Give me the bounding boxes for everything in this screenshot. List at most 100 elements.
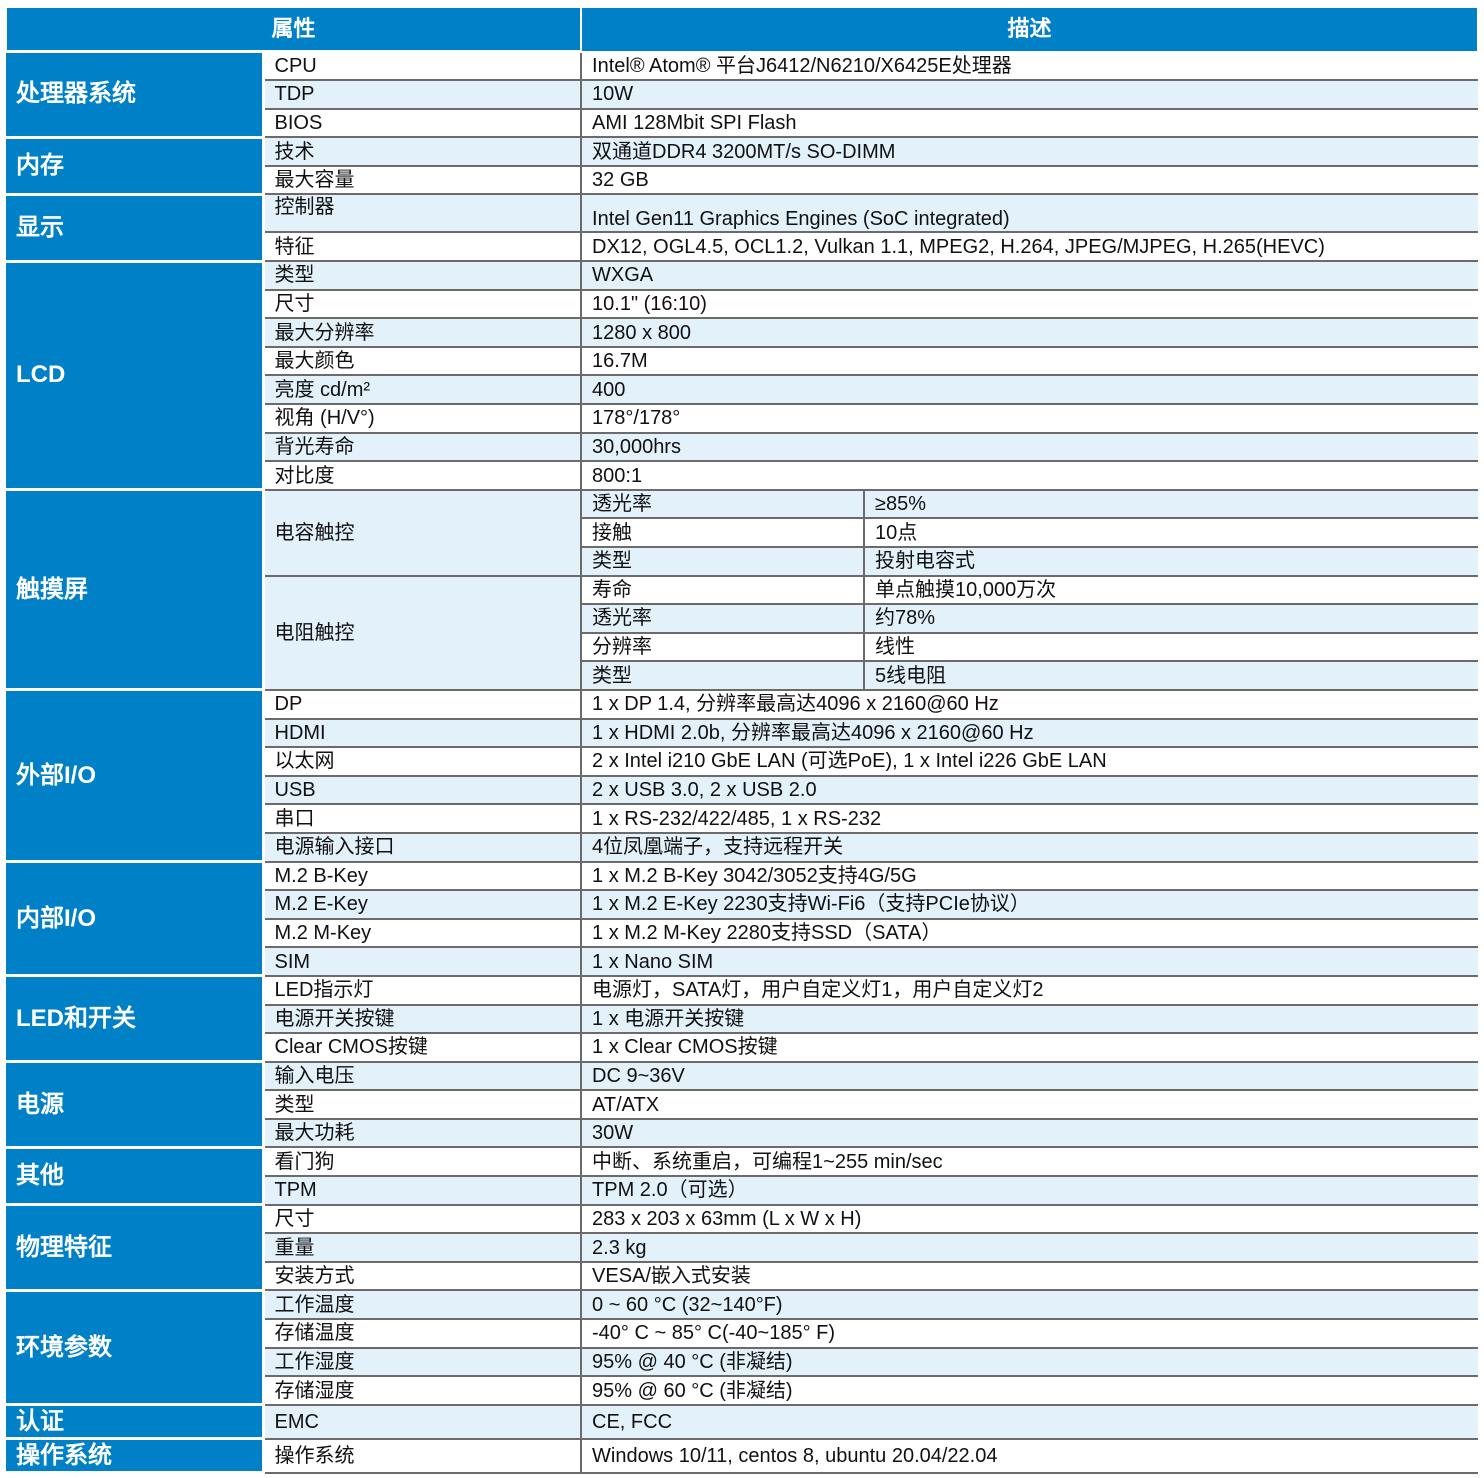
attribute-cell: DP: [261, 688, 583, 720]
category-cell: LED和开关: [6, 974, 265, 1064]
table-row: Clear CMOS按键 1 x Clear CMOS按键: [6, 1032, 1478, 1063]
table-row: 接触 10点: [6, 517, 1478, 548]
description-cell: 1 x Clear CMOS按键: [580, 1032, 1478, 1063]
attribute-cell: 存储湿度: [261, 1375, 583, 1406]
attribute-cell: 尺寸: [261, 1203, 583, 1235]
attribute-cell: 串口: [261, 803, 583, 834]
sub-attribute-cell: 透光率: [580, 603, 866, 634]
spec-table: 属性 描述 处理器系统 CPU Intel® Atom® 平台J6412/N6210…: [4, 8, 1479, 1475]
description-cell: TPM 2.0（可选）: [580, 1175, 1478, 1206]
sub-attribute-cell: 寿命: [580, 574, 866, 606]
attribute-cell: 最大容量: [261, 164, 583, 196]
category-cell: 显示: [6, 192, 265, 263]
description-cell: 30,000hrs: [580, 431, 1478, 463]
attribute-cell: 最大分辨率: [261, 317, 583, 348]
table-row: 电源输入接口 4位凤凰端子，支持远程开关: [6, 831, 1478, 863]
table-row: TPM TPM 2.0（可选）: [6, 1175, 1478, 1206]
description-cell: 32 GB: [580, 164, 1478, 196]
category-cell: 操作系统: [6, 1437, 265, 1475]
description-cell: DX12, OGL4.5, OCL1.2, Vulkan 1.1, MPEG2,…: [580, 231, 1478, 263]
description-cell: 电源灯，SATA灯，用户自定义灯1，用户自定义灯2: [580, 974, 1478, 1006]
attribute-cell: USB: [261, 774, 583, 806]
attribute-cell: HDMI: [261, 717, 583, 749]
description-cell: 1 x M.2 M-Key 2280支持SSD（SATA）: [580, 917, 1478, 949]
category-cell: 环境参数: [6, 1288, 265, 1407]
description-cell: 双通道DDR4 3200MT/s SO-DIMM: [580, 136, 1478, 167]
sub-value-cell: ≥85%: [863, 488, 1478, 520]
description-cell: 1 x DP 1.4, 分辨率最高达4096 x 2160@60 Hz: [580, 688, 1478, 720]
description-cell: AMI 128Mbit SPI Flash: [580, 107, 1478, 139]
table-row: 安装方式 VESA/嵌入式安装: [6, 1260, 1478, 1292]
attribute-cell: BIOS: [261, 107, 583, 139]
attribute-cell: 存储温度: [261, 1318, 583, 1349]
description-cell: 10.1" (16:10): [580, 288, 1478, 320]
description-cell: 178°/178°: [580, 403, 1478, 434]
attribute-cell: LED指示灯: [261, 974, 583, 1006]
attribute-cell: CPU: [261, 50, 583, 82]
table-row: 重量 2.3 kg: [6, 1232, 1478, 1263]
sub-attribute-cell: 透光率: [580, 488, 866, 520]
description-cell: 2 x USB 3.0, 2 x USB 2.0: [580, 774, 1478, 806]
category-cell: 外部I/O: [6, 688, 265, 864]
table-row: 显示 控制器 Intel Gen11 Graphics Engines (SoC i…: [6, 192, 1478, 263]
attribute-cell: TDP: [261, 79, 583, 110]
description-cell: Windows 10/11, centos 8, ubuntu 20.04/22…: [580, 1437, 1478, 1474]
table-row: TDP 10W: [6, 79, 1478, 110]
description-cell: 800:1: [580, 460, 1478, 491]
attribute-cell: 以太网: [261, 746, 583, 777]
table-row: SIM 1 x Nano SIM: [6, 946, 1478, 977]
category-cell: 电源: [6, 1060, 265, 1149]
table-row: 最大功耗 30W: [6, 1117, 1478, 1149]
table-row: 内部I/O M.2 B-Key 1 x M.2 B-Key 3042/3052支持4…: [6, 860, 1478, 978]
attribute-cell: 视角 (H/V°): [261, 403, 583, 434]
sub-value-cell: 约78%: [863, 603, 1478, 634]
sub-value-cell: 单点触摸10,000万次: [863, 574, 1478, 606]
description-cell: 1280 x 800: [580, 317, 1478, 348]
attribute-cell: 类型: [261, 1089, 583, 1120]
attribute-cell: 对比度: [261, 460, 583, 491]
attribute-cell: 控制器: [261, 193, 583, 234]
table-row: USB 2 x USB 3.0, 2 x USB 2.0: [6, 774, 1478, 806]
table-row: HDMI 1 x HDMI 2.0b, 分辨率最高达4096 x 2160@60 …: [6, 717, 1478, 749]
description-cell: 0 ~ 60 °C (32~140°F): [580, 1289, 1478, 1321]
description-cell: 2 x Intel i210 GbE LAN (可选PoE), 1 x Inte…: [580, 746, 1478, 777]
table-row: 存储湿度 95% @ 60 °C (非凝结): [6, 1375, 1478, 1406]
table-row: LED和开关 LED指示灯 电源灯，SATA灯，用户自定义灯1，用户自定义灯2: [6, 974, 1478, 1064]
table-row: 处理器系统 CPU Intel® Atom® 平台J6412/N6210/X6425…: [6, 50, 1478, 139]
attribute-cell: 操作系统: [261, 1437, 583, 1474]
attribute-cell: 最大功耗: [261, 1117, 583, 1149]
attribute-cell: 背光寿命: [261, 431, 583, 463]
attribute-cell: M.2 M-Key: [261, 917, 583, 949]
attribute-cell: SIM: [261, 946, 583, 977]
attribute-cell: 特征: [261, 231, 583, 263]
table-row: 电源 输入电压 DC 9~36V: [6, 1060, 1478, 1149]
table-body: 处理器系统 CPU Intel® Atom® 平台J6412/N6210/X6425…: [6, 50, 1478, 1475]
table-header: 属性 描述: [4, 8, 1479, 53]
description-cell: 中断、系统重启，可编程1~255 min/sec: [580, 1146, 1478, 1178]
description-cell: Intel® Atom® 平台J6412/N6210/X6425E处理器: [580, 50, 1478, 82]
table-row: BIOS AMI 128Mbit SPI Flash: [6, 107, 1478, 139]
table-row: 认证 EMC CE, FCC: [6, 1403, 1478, 1441]
touch-type-cell: 电容触控: [261, 488, 583, 577]
category-cell: LCD: [6, 259, 265, 492]
attribute-cell: EMC: [261, 1403, 583, 1440]
description-cell: -40° C ~ 85° C(-40~185° F): [580, 1318, 1478, 1349]
sub-value-cell: 5线电阻: [863, 660, 1478, 691]
table-row: 以太网 2 x Intel i210 GbE LAN (可选PoE), 1 x I…: [6, 746, 1478, 777]
table-row: 对比度 800:1: [6, 460, 1478, 491]
table-row: 特征 DX12, OGL4.5, OCL1.2, Vulkan 1.1, MPEG…: [6, 231, 1478, 263]
description-cell: Intel Gen11 Graphics Engines (SoC integr…: [580, 193, 1478, 234]
table-row: 透光率 约78%: [6, 603, 1478, 634]
description-cell: 95% @ 60 °C (非凝结): [580, 1375, 1478, 1406]
description-cell: 400: [580, 374, 1478, 406]
sub-attribute-cell: 分辨率: [580, 631, 866, 663]
table-row: 内存 技术 双通道DDR4 3200MT/s SO-DIMM: [6, 135, 1478, 196]
sub-value-cell: 投射电容式: [863, 546, 1478, 577]
table-row: 最大容量 32 GB: [6, 164, 1478, 196]
table-row: 电源开关按键 1 x 电源开关按键: [6, 1003, 1478, 1035]
description-cell: 1 x M.2 B-Key 3042/3052支持4G/5G: [580, 860, 1478, 892]
attribute-cell: 输入电压: [261, 1060, 583, 1092]
table-row: 操作系统 操作系统 Windows 10/11, centos 8, ubuntu …: [6, 1437, 1478, 1475]
table-row: 存储温度 -40° C ~ 85° C(-40~185° F): [6, 1318, 1478, 1349]
description-cell: 16.7M: [580, 345, 1478, 377]
